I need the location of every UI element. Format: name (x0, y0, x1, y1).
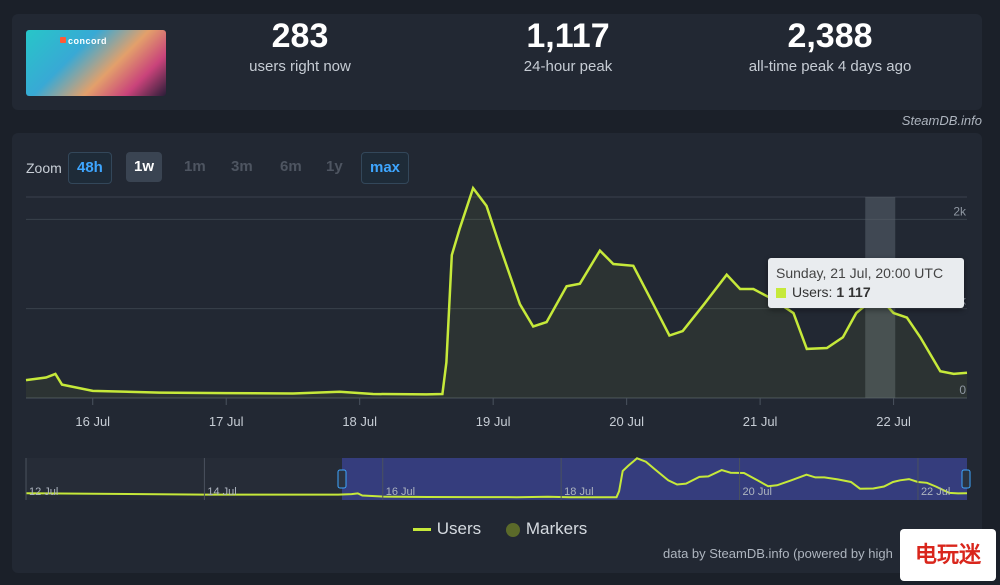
peak-24h-stat: 1,117 24-hour peak (488, 16, 648, 75)
zoom-max-button[interactable]: max (361, 152, 410, 184)
zoom-label: Zoom (26, 160, 62, 176)
series-swatch-icon (776, 288, 786, 299)
y-tick-label: 2k (953, 204, 967, 218)
legend-item-markers[interactable]: Markers (505, 519, 588, 539)
tooltip-series-label: Users: (792, 284, 833, 300)
navigator[interactable]: 12 Jul 14 Jul 16 Jul 18 Jul 20 Jul 22 Jul (25, 457, 971, 500)
summary-panel: concord (12, 14, 982, 110)
legend-item-users[interactable]: Users (412, 519, 482, 539)
x-tick-label: 20 Jul (609, 414, 644, 429)
concord-logo-icon (60, 37, 66, 43)
chart-legend: Users Markers (0, 519, 1000, 539)
chart-tooltip: Sunday, 21 Jul, 20:00 UTC Users: 1 117 (768, 258, 964, 308)
game-logo-text: concord (68, 36, 108, 46)
x-tick-label: 16 Jul (75, 414, 110, 429)
x-axis-ticks: 16 Jul 17 Jul 18 Jul 19 Jul 20 Jul 21 Jul 22 J… (75, 398, 911, 429)
current-users-value: 283 (271, 17, 329, 55)
current-users-label: users right now (249, 58, 351, 75)
zoom-6m-button[interactable]: 6m (280, 158, 302, 175)
marker-swatch-icon (505, 522, 520, 537)
alltime-peak-stat: 2,388 all-time peak 4 days ago (730, 16, 930, 75)
navigator-tick-label: 18 Jul (564, 486, 593, 498)
navigator-tick-label: 20 Jul (743, 486, 772, 498)
watermark-logo: 电玩迷 (900, 529, 996, 581)
zoom-1m-button[interactable]: 1m (184, 158, 206, 175)
alltime-peak-label: all-time peak 4 days ago (748, 58, 912, 75)
alltime-peak-value: 2,388 (787, 17, 873, 55)
x-tick-label: 22 Jul (876, 414, 911, 429)
navigator-ticks: 12 Jul 14 Jul 16 Jul 18 Jul 20 Jul 22 Jul (25, 458, 950, 500)
zoom-1w-button[interactable]: 1w (126, 152, 163, 182)
users-series-line (25, 185, 968, 396)
x-tick-label: 18 Jul (342, 414, 377, 429)
data-credit[interactable]: data by SteamDB.info (powered by high (663, 546, 893, 561)
x-tick-label: 21 Jul (743, 414, 778, 429)
navigator-selection[interactable] (342, 458, 967, 500)
navigator-tick-label: 12 Jul (29, 486, 58, 498)
steamdb-credit[interactable]: SteamDB.info (901, 113, 982, 128)
users-area-fill (26, 188, 967, 398)
tooltip-value-row: Users: 1 117 (776, 284, 871, 300)
navigator-series-line (25, 457, 968, 499)
tooltip-date: Sunday, 21 Jul, 20:00 UTC (776, 265, 944, 281)
peak-24h-label: 24-hour peak (523, 58, 613, 75)
grid-lines (26, 196, 967, 399)
navigator-tick-label: 22 Jul (921, 486, 950, 498)
zoom-3m-button[interactable]: 3m (231, 158, 253, 175)
tooltip-value: 1 117 (836, 284, 871, 300)
x-tick-label: 17 Jul (209, 414, 244, 429)
peak-24h-value: 1,117 (526, 17, 610, 55)
navigator-left-handle[interactable] (337, 469, 347, 489)
game-thumbnail[interactable]: concord (26, 30, 166, 96)
navigator-right-handle[interactable] (961, 469, 971, 489)
legend-users-label: Users (436, 519, 482, 538)
y-tick-label: 0 (959, 383, 966, 397)
navigator-tick-label: 14 Jul (207, 486, 236, 498)
x-tick-label: 19 Jul (476, 414, 511, 429)
zoom-1y-button[interactable]: 1y (326, 158, 343, 175)
zoom-48h-button[interactable]: 48h (68, 152, 112, 184)
current-users-stat: 283 users right now (222, 16, 378, 75)
navigator-tick-label: 16 Jul (386, 486, 415, 498)
line-swatch-icon (412, 528, 431, 532)
legend-markers-label: Markers (525, 519, 588, 538)
